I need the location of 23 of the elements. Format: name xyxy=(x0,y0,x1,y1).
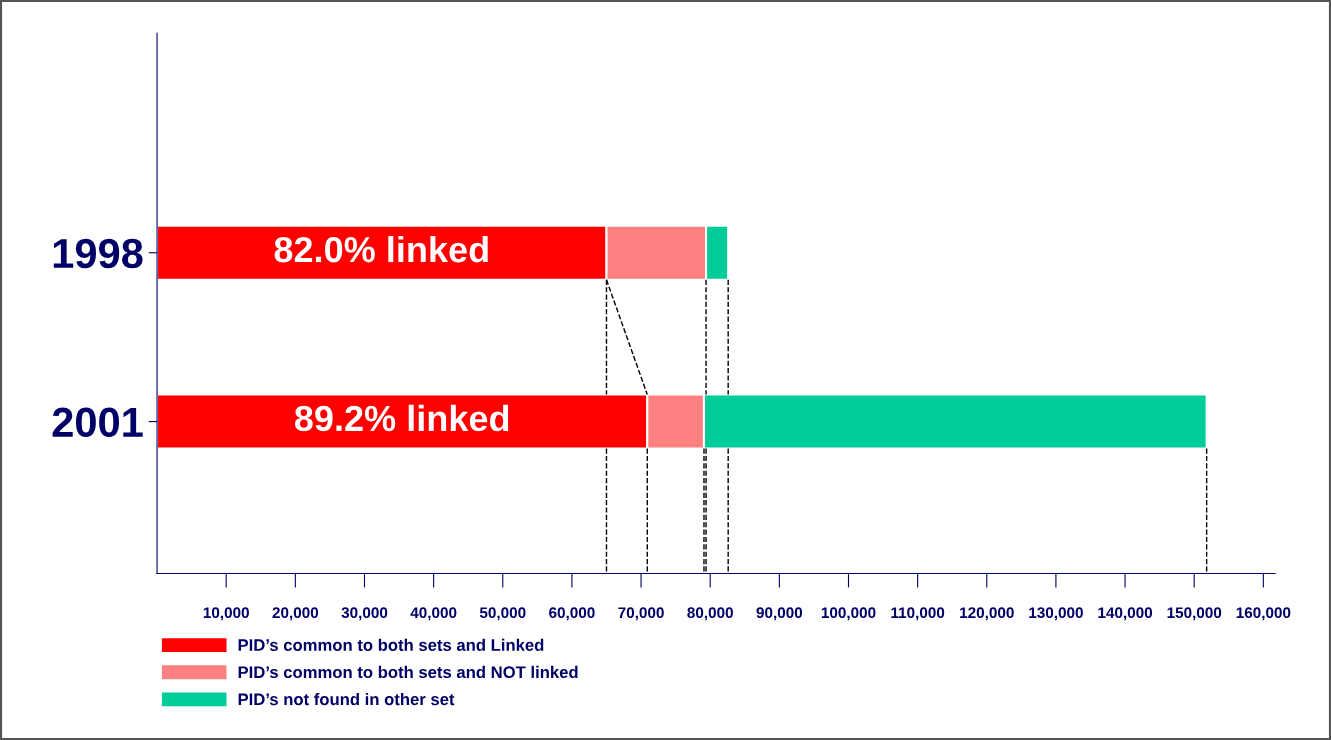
x-tick-label: 10,000 xyxy=(203,607,249,621)
x-tick-label: 110,000 xyxy=(891,607,945,621)
legend-label: PID’s not found in other set xyxy=(238,692,455,706)
x-tick-label: 40,000 xyxy=(410,607,457,621)
x-tick-label: 150,000 xyxy=(1167,607,1222,621)
x-tick-label: 60,000 xyxy=(549,607,595,621)
x-tick-label: 90,000 xyxy=(756,607,803,621)
x-tick-label: 130,000 xyxy=(1029,607,1083,621)
x-tick-label: 30,000 xyxy=(341,607,388,621)
x-tick-label: 120,000 xyxy=(960,607,1014,621)
y-tick-label: 2001 xyxy=(52,407,143,438)
x-tick-label: 160,000 xyxy=(1236,607,1291,621)
legend-label: PID’s common to both sets and NOT linked xyxy=(238,665,578,679)
legend-label: PID’s common to both sets and Linked xyxy=(238,638,544,651)
x-tick-label: 70,000 xyxy=(618,607,664,621)
x-tick-label: 80,000 xyxy=(687,607,733,621)
x-tick-label: 140,000 xyxy=(1098,607,1153,621)
x-tick-label: 50,000 xyxy=(479,607,526,621)
y-tick-label: 1998 xyxy=(53,238,143,269)
x-tick-label: 20,000 xyxy=(272,607,319,621)
x-tick-label: 100,000 xyxy=(821,607,876,621)
annotation: 89.2% linked xyxy=(294,404,509,432)
annotation: 82.0% linked xyxy=(274,235,488,263)
